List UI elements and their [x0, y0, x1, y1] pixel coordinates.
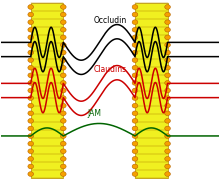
Circle shape	[61, 88, 66, 93]
Circle shape	[61, 43, 66, 47]
Circle shape	[28, 28, 33, 32]
Circle shape	[165, 20, 170, 24]
Circle shape	[132, 111, 138, 116]
Circle shape	[165, 12, 170, 17]
Circle shape	[132, 35, 138, 40]
Circle shape	[61, 65, 66, 70]
Circle shape	[61, 73, 66, 78]
Circle shape	[132, 103, 138, 108]
Circle shape	[165, 50, 170, 55]
Circle shape	[28, 12, 33, 17]
Circle shape	[61, 96, 66, 100]
Circle shape	[165, 134, 170, 138]
Circle shape	[165, 96, 170, 100]
Circle shape	[165, 103, 170, 108]
Circle shape	[28, 81, 33, 85]
Circle shape	[28, 20, 33, 24]
Circle shape	[165, 43, 170, 47]
Circle shape	[61, 35, 66, 40]
Circle shape	[132, 28, 138, 32]
Circle shape	[61, 164, 66, 169]
Circle shape	[132, 43, 138, 47]
Circle shape	[132, 126, 138, 131]
Circle shape	[132, 149, 138, 153]
Circle shape	[61, 149, 66, 153]
Circle shape	[61, 134, 66, 138]
Text: Claudins: Claudins	[94, 65, 126, 74]
Circle shape	[132, 88, 138, 93]
Circle shape	[61, 141, 66, 146]
Circle shape	[132, 134, 138, 138]
Circle shape	[132, 141, 138, 146]
Circle shape	[28, 172, 33, 176]
Circle shape	[61, 12, 66, 17]
Circle shape	[28, 43, 33, 47]
Circle shape	[165, 88, 170, 93]
Circle shape	[28, 119, 33, 123]
Circle shape	[165, 126, 170, 131]
Bar	[31, 3, 63, 178]
Circle shape	[132, 58, 138, 62]
Circle shape	[28, 111, 33, 116]
Circle shape	[61, 126, 66, 131]
Circle shape	[61, 172, 66, 176]
Circle shape	[61, 157, 66, 161]
Circle shape	[132, 172, 138, 176]
Circle shape	[28, 96, 33, 100]
Circle shape	[61, 5, 66, 9]
Circle shape	[132, 65, 138, 70]
Text: Occludin: Occludin	[93, 16, 127, 26]
Circle shape	[28, 164, 33, 169]
Circle shape	[28, 73, 33, 78]
Circle shape	[61, 50, 66, 55]
Circle shape	[132, 73, 138, 78]
Circle shape	[61, 20, 66, 24]
Circle shape	[132, 5, 138, 9]
Circle shape	[165, 81, 170, 85]
Circle shape	[132, 20, 138, 24]
Circle shape	[28, 88, 33, 93]
Circle shape	[28, 58, 33, 62]
Circle shape	[132, 164, 138, 169]
Circle shape	[132, 50, 138, 55]
Circle shape	[165, 28, 170, 32]
Circle shape	[61, 81, 66, 85]
Circle shape	[165, 65, 170, 70]
Circle shape	[28, 35, 33, 40]
Circle shape	[28, 134, 33, 138]
Circle shape	[61, 103, 66, 108]
Circle shape	[165, 58, 170, 62]
Circle shape	[61, 119, 66, 123]
Circle shape	[165, 35, 170, 40]
Bar	[135, 3, 168, 178]
Text: JAM: JAM	[88, 109, 102, 118]
Circle shape	[132, 12, 138, 17]
Circle shape	[28, 157, 33, 161]
Circle shape	[28, 65, 33, 70]
Circle shape	[165, 149, 170, 153]
Circle shape	[165, 164, 170, 169]
Circle shape	[165, 111, 170, 116]
Circle shape	[132, 96, 138, 100]
Circle shape	[165, 119, 170, 123]
Circle shape	[165, 73, 170, 78]
Circle shape	[28, 103, 33, 108]
Circle shape	[132, 119, 138, 123]
Circle shape	[28, 5, 33, 9]
Circle shape	[61, 111, 66, 116]
Circle shape	[165, 141, 170, 146]
Circle shape	[132, 81, 138, 85]
Circle shape	[61, 58, 66, 62]
Circle shape	[165, 5, 170, 9]
Circle shape	[28, 141, 33, 146]
Circle shape	[28, 50, 33, 55]
Circle shape	[132, 157, 138, 161]
Circle shape	[28, 149, 33, 153]
Circle shape	[28, 126, 33, 131]
Circle shape	[165, 157, 170, 161]
Circle shape	[61, 28, 66, 32]
Circle shape	[165, 172, 170, 176]
